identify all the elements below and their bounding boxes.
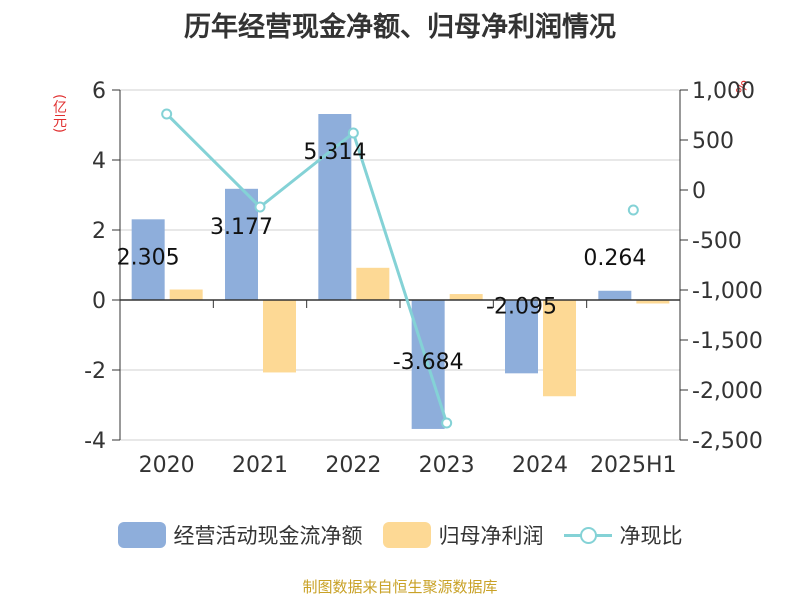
legend-swatch-cashflow — [117, 522, 166, 548]
left-axis-label: (亿元) — [51, 94, 67, 133]
ratio-point — [347, 127, 359, 139]
x-tick-label: 2020 — [139, 453, 195, 478]
bar-cashflow — [505, 300, 538, 374]
cashflow-data-label: 2.305 — [117, 245, 180, 270]
right-tick-label: -500 — [692, 229, 742, 254]
x-tick-label: 2025H1 — [590, 453, 677, 478]
cashflow-data-label: -2.095 — [486, 294, 557, 319]
left-tick-label: -4 — [84, 429, 106, 454]
cashflow-data-label: 5.314 — [303, 140, 366, 165]
legend-swatch-netprofit — [382, 522, 431, 548]
bar-cashflow — [131, 219, 165, 300]
bar-netprofit — [449, 294, 483, 300]
legend-label-ratio: 净现比 — [619, 524, 683, 548]
legend: 经营活动现金流净额 归母净利润 净现比 — [0, 518, 800, 552]
x-tick-label: 2022 — [325, 453, 381, 478]
bar-cashflow — [225, 188, 258, 300]
bar-cashflow — [598, 290, 632, 300]
left-tick-label: 4 — [92, 149, 106, 174]
bar-netprofit — [169, 289, 203, 300]
ratio-point — [254, 201, 266, 213]
x-tick-label: 2024 — [512, 453, 568, 478]
x-tick-label: 2023 — [419, 453, 475, 478]
ratio-line — [165, 112, 449, 424]
x-tick-label: 2021 — [232, 453, 288, 478]
left-tick-label: 0 — [92, 289, 106, 314]
left-tick-label: -2 — [84, 359, 106, 384]
ratio-point — [627, 204, 639, 216]
legend-item-cashflow[interactable]: 经营活动现金流净额 — [117, 520, 363, 550]
source-note: 制图数据来自恒生聚源数据库 — [302, 578, 498, 596]
right-tick-label: 500 — [692, 129, 734, 154]
cashflow-data-label: 0.264 — [583, 246, 646, 271]
bar-netprofit — [263, 300, 296, 373]
legend-item-netprofit[interactable]: 归母净利润 — [382, 520, 544, 550]
bar-netprofit — [543, 300, 576, 397]
ratio-point — [441, 417, 453, 429]
right-tick-label: -2,000 — [692, 379, 763, 404]
right-tick-label: -2,500 — [692, 429, 763, 454]
ratio-point — [161, 108, 173, 120]
legend-item-ratio[interactable]: 净现比 — [563, 520, 683, 550]
right-tick-label: -1,500 — [692, 329, 763, 354]
chart-title: 历年经营现金净额、归母净利润情况 — [184, 12, 616, 43]
bar-netprofit — [356, 267, 390, 300]
legend-label-cashflow: 经营活动现金流净额 — [173, 524, 363, 548]
right-tick-label: -1,000 — [692, 279, 763, 304]
bar-netprofit — [636, 300, 670, 304]
legend-label-netprofit: 归母净利润 — [438, 524, 544, 548]
bar-cashflow — [318, 114, 352, 300]
cashflow-data-label: 3.177 — [210, 215, 273, 240]
left-tick-label: 2 — [92, 219, 106, 244]
legend-swatch-ratio — [563, 522, 612, 548]
right-tick-label: 0 — [692, 179, 706, 204]
cashflow-data-label: -3.684 — [393, 350, 464, 375]
right-tick-label: 1,000 — [692, 79, 755, 104]
left-tick-label: 6 — [92, 79, 106, 104]
